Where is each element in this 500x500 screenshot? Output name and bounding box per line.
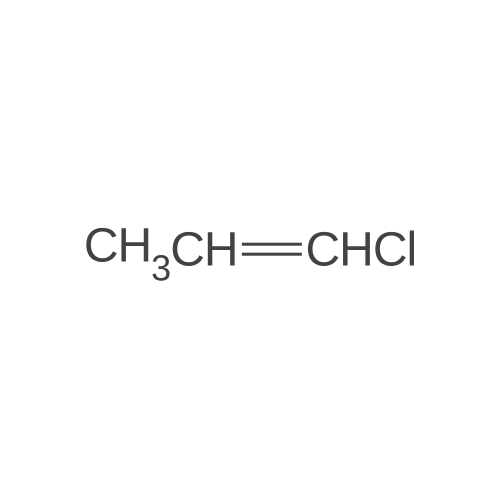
double-bond-icon <box>242 226 302 274</box>
formula-segment-ch3: CH3 <box>84 219 170 282</box>
formula-segment-chcl: CHCl <box>306 223 417 278</box>
subscript-3: 3 <box>151 247 170 288</box>
formula-segment-ch: CH <box>170 223 237 278</box>
text-ch: CH <box>84 220 151 273</box>
chemical-formula: CH3CH CHCl <box>84 219 416 282</box>
